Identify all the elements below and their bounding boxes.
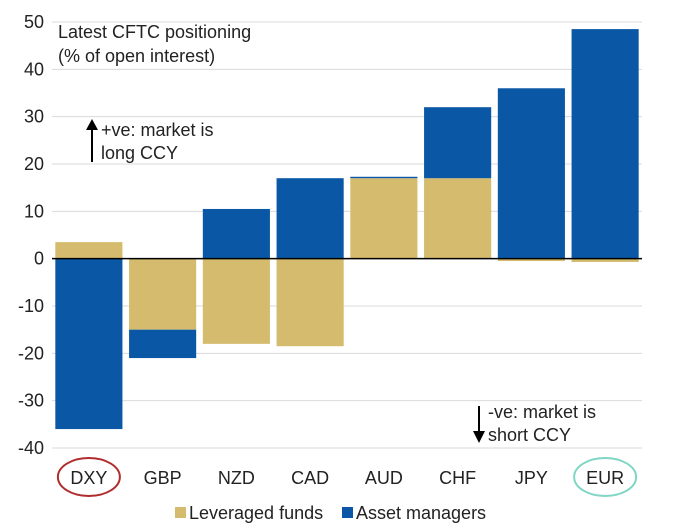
bar-dxy-asset-managers — [55, 258, 123, 430]
bar-nzd-asset-managers — [202, 208, 270, 259]
bar-gbp-asset-managers — [129, 329, 197, 359]
legend-swatch-asset-managers — [342, 507, 353, 518]
y-tick-label: 50 — [24, 12, 44, 32]
legend-swatch-leveraged-funds — [175, 507, 186, 518]
y-axis-tick-labels: 50 40 30 20 10 0 -10 -20 -30 -40 — [18, 12, 44, 458]
bar-eur-asset-managers — [571, 29, 639, 259]
down-arrow-head-icon — [473, 431, 485, 443]
y-tick-label: -40 — [18, 438, 44, 458]
positive-annotation-line-2: long CCY — [101, 143, 178, 163]
bar-aud-leveraged-funds — [350, 178, 418, 259]
legend: Leveraged funds Asset managers — [175, 503, 486, 523]
highlight-ring-eur — [573, 457, 638, 497]
y-tick-label: 20 — [24, 154, 44, 174]
positive-annotation: +ve: market is long CCY — [86, 119, 214, 163]
negative-annotation-line-2: short CCY — [488, 425, 571, 445]
negative-annotation-line-1: -ve: market is — [488, 402, 596, 422]
bars — [55, 29, 639, 430]
chart-title-line-2: (% of open interest) — [58, 46, 215, 66]
y-tick-label: -30 — [18, 391, 44, 411]
y-tick-label: 10 — [24, 201, 44, 221]
highlight-ring-dxy — [56, 457, 121, 497]
x-tick-label-jpy: JPY — [515, 468, 548, 488]
x-axis-category-labels: DXY GBP NZD CAD AUD CHF JPY EUR — [56, 457, 638, 497]
y-tick-label: 40 — [24, 59, 44, 79]
x-tick-label-eur: EUR — [586, 468, 624, 488]
y-tick-label: -10 — [18, 296, 44, 316]
up-arrow-head-icon — [86, 119, 98, 130]
y-tick-label: 0 — [34, 249, 44, 269]
bar-cad-asset-managers — [276, 178, 344, 259]
legend-label-leveraged-funds: Leveraged funds — [189, 503, 323, 523]
bar-cad-leveraged-funds — [276, 258, 344, 347]
x-tick-label-nzd: NZD — [218, 468, 255, 488]
bar-eur-leveraged-funds — [571, 258, 639, 262]
bar-dxy-leveraged-funds — [55, 242, 123, 259]
chart-title-line-1: Latest CFTC positioning — [58, 22, 251, 42]
x-tick-label-aud: AUD — [365, 468, 403, 488]
legend-label-asset-managers: Asset managers — [356, 503, 486, 523]
x-tick-label-gbp: GBP — [144, 468, 182, 488]
bar-chf-asset-managers — [424, 107, 492, 179]
bar-gbp-leveraged-funds — [129, 258, 197, 330]
x-tick-label-chf: CHF — [439, 468, 476, 488]
bar-chf-leveraged-funds — [424, 178, 492, 259]
bar-jpy-asset-managers — [497, 88, 565, 259]
x-tick-label-dxy: DXY — [70, 468, 107, 488]
bar-aud-asset-managers — [350, 176, 418, 179]
positive-annotation-line-1: +ve: market is — [101, 120, 214, 140]
y-tick-label: 30 — [24, 107, 44, 127]
x-tick-label-cad: CAD — [291, 468, 329, 488]
y-tick-label: -20 — [18, 343, 44, 363]
bar-jpy-leveraged-funds — [497, 258, 565, 262]
negative-annotation: -ve: market is short CCY — [473, 402, 596, 445]
bar-nzd-leveraged-funds — [202, 258, 270, 344]
